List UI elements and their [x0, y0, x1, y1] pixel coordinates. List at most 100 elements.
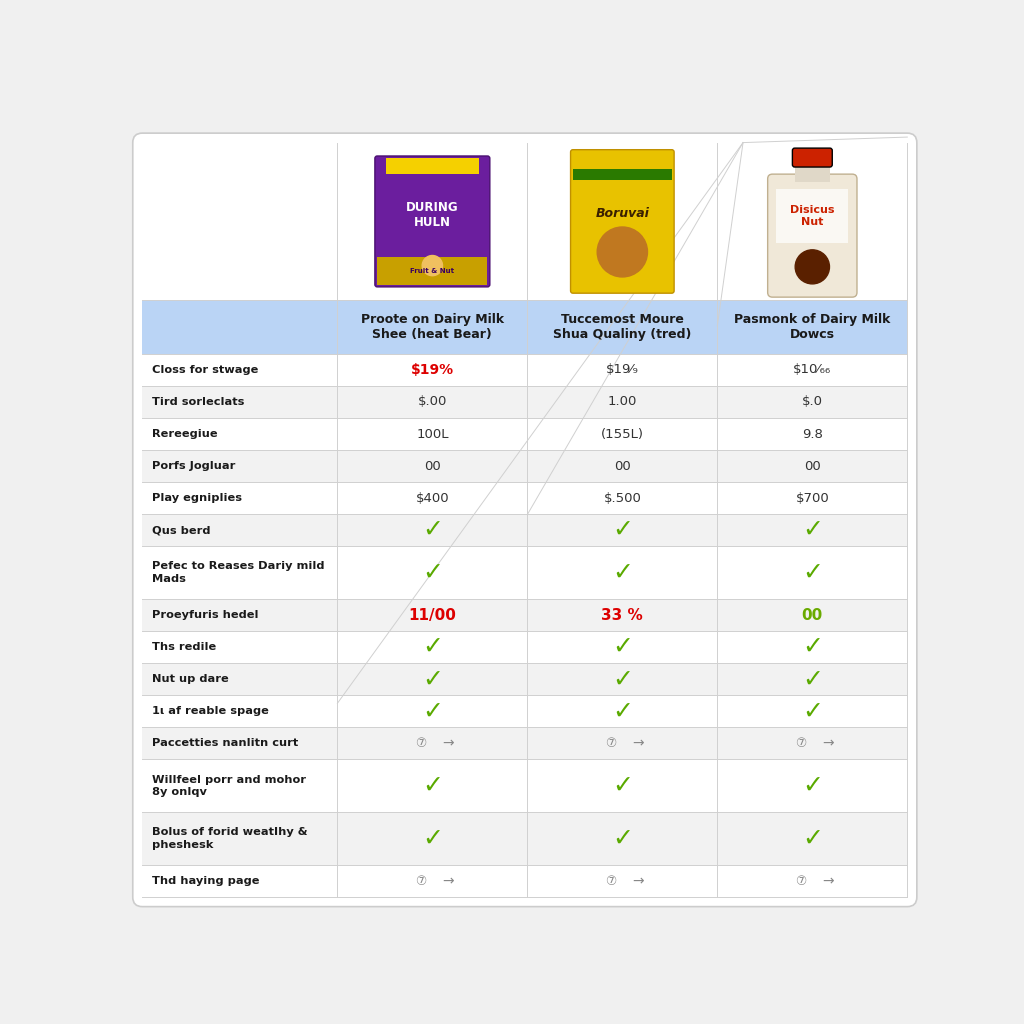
Text: Fruit & Nut: Fruit & Nut: [411, 267, 455, 273]
Text: Pefec to Reases Dariy mild
Mads: Pefec to Reases Dariy mild Mads: [152, 561, 325, 584]
FancyBboxPatch shape: [768, 174, 857, 297]
Text: Nut up dare: Nut up dare: [152, 674, 228, 684]
Bar: [142, 865, 907, 897]
Text: 00: 00: [424, 460, 440, 473]
Text: ✓: ✓: [802, 635, 823, 659]
Text: ✓: ✓: [422, 561, 442, 585]
Text: ✓: ✓: [802, 518, 823, 542]
FancyBboxPatch shape: [570, 150, 674, 293]
Text: 00: 00: [802, 607, 823, 623]
Text: ✓: ✓: [422, 826, 442, 851]
Text: $700: $700: [796, 492, 829, 505]
Text: ✓: ✓: [612, 561, 633, 585]
Bar: [142, 418, 907, 451]
Bar: [795, 162, 829, 181]
Text: ✓: ✓: [422, 668, 442, 691]
Text: 00: 00: [804, 460, 820, 473]
Text: 00: 00: [614, 460, 631, 473]
Text: Tuccemost Moure
Shua Qualiny (tred): Tuccemost Moure Shua Qualiny (tred): [553, 313, 691, 341]
Text: Thd haying page: Thd haying page: [152, 877, 259, 886]
FancyBboxPatch shape: [133, 133, 916, 906]
Text: ✓: ✓: [422, 518, 442, 542]
Text: ⑦: ⑦: [795, 737, 806, 750]
Text: Tird sorleclats: Tird sorleclats: [152, 397, 244, 407]
Text: →: →: [442, 736, 454, 751]
Circle shape: [422, 256, 442, 275]
Text: 1ι af reable spage: 1ι af reable spage: [152, 707, 268, 716]
Text: ✓: ✓: [612, 668, 633, 691]
Text: $.0: $.0: [802, 395, 823, 409]
Text: ✓: ✓: [422, 699, 442, 723]
Text: (155L): (155L): [601, 428, 644, 440]
Text: ✓: ✓: [612, 518, 633, 542]
Text: Pasmonk of Dairy Milk
Dowcs: Pasmonk of Dairy Milk Dowcs: [734, 313, 891, 341]
Text: Boruvai: Boruvai: [595, 207, 649, 220]
Bar: [142, 631, 907, 664]
Text: ✓: ✓: [422, 635, 442, 659]
Text: Rereegiue: Rereegiue: [152, 429, 217, 439]
Text: ✓: ✓: [802, 774, 823, 798]
Text: Bolus of forid weatIhy &
pheshesk: Bolus of forid weatIhy & pheshesk: [152, 827, 307, 850]
Text: ✓: ✓: [802, 668, 823, 691]
Text: 33 %: 33 %: [601, 607, 643, 623]
Circle shape: [597, 227, 647, 276]
Text: DURING
HULN: DURING HULN: [407, 201, 459, 229]
Bar: [142, 142, 907, 300]
Text: →: →: [633, 874, 644, 888]
Bar: [142, 300, 907, 354]
Text: Play egniplies: Play egniplies: [152, 494, 242, 503]
Text: Closs for stwage: Closs for stwage: [152, 365, 258, 375]
Text: $10⁄₆₆: $10⁄₆₆: [794, 364, 831, 377]
Circle shape: [796, 250, 829, 284]
Bar: [776, 188, 848, 243]
Text: ✓: ✓: [802, 699, 823, 723]
Text: Porfs Jogluar: Porfs Jogluar: [152, 461, 236, 471]
Text: ⑦: ⑦: [605, 737, 616, 750]
Bar: [142, 354, 907, 386]
Text: ⑦: ⑦: [605, 874, 616, 888]
Text: ✓: ✓: [802, 561, 823, 585]
Bar: [142, 514, 907, 546]
Bar: [142, 482, 907, 514]
Bar: [573, 169, 672, 180]
Text: →: →: [442, 874, 454, 888]
Text: Paccetties nanlitn curt: Paccetties nanlitn curt: [152, 738, 298, 749]
Text: Proote on Dairy Milk
Shee (heat Bear): Proote on Dairy Milk Shee (heat Bear): [360, 313, 504, 341]
Text: ⑦: ⑦: [415, 874, 426, 888]
Bar: [142, 812, 907, 865]
Text: ✓: ✓: [422, 774, 442, 798]
FancyBboxPatch shape: [375, 156, 489, 287]
Text: ✓: ✓: [612, 774, 633, 798]
Bar: [142, 695, 907, 727]
Text: $19%: $19%: [411, 362, 454, 377]
Text: ⑦: ⑦: [795, 874, 806, 888]
Text: Willfeel porr and mohor
8y onlqv: Willfeel porr and mohor 8y onlqv: [152, 774, 306, 797]
Bar: [142, 727, 907, 760]
Text: →: →: [822, 736, 834, 751]
Text: Qus berd: Qus berd: [152, 525, 210, 536]
Text: ✓: ✓: [612, 635, 633, 659]
Text: 1.00: 1.00: [607, 395, 637, 409]
Text: ✓: ✓: [612, 826, 633, 851]
Text: 100L: 100L: [416, 428, 449, 440]
Text: →: →: [822, 874, 834, 888]
Text: $19⁄₉: $19⁄₉: [606, 364, 639, 377]
Text: Disicus
Nut: Disicus Nut: [791, 205, 835, 226]
Text: Ths redile: Ths redile: [152, 642, 216, 652]
Text: $400: $400: [416, 492, 450, 505]
Bar: [142, 386, 907, 418]
Text: ✓: ✓: [802, 826, 823, 851]
Bar: [377, 257, 487, 285]
Bar: [142, 599, 907, 631]
Text: $.500: $.500: [603, 492, 641, 505]
Bar: [386, 159, 478, 173]
Text: ⑦: ⑦: [415, 737, 426, 750]
Text: ✓: ✓: [612, 699, 633, 723]
Text: →: →: [633, 736, 644, 751]
Text: Proeyfuris hedel: Proeyfuris hedel: [152, 610, 258, 621]
Text: 11/00: 11/00: [409, 607, 457, 623]
Text: $.00: $.00: [418, 395, 447, 409]
Bar: [142, 451, 907, 482]
FancyBboxPatch shape: [793, 148, 833, 167]
Bar: [142, 760, 907, 812]
